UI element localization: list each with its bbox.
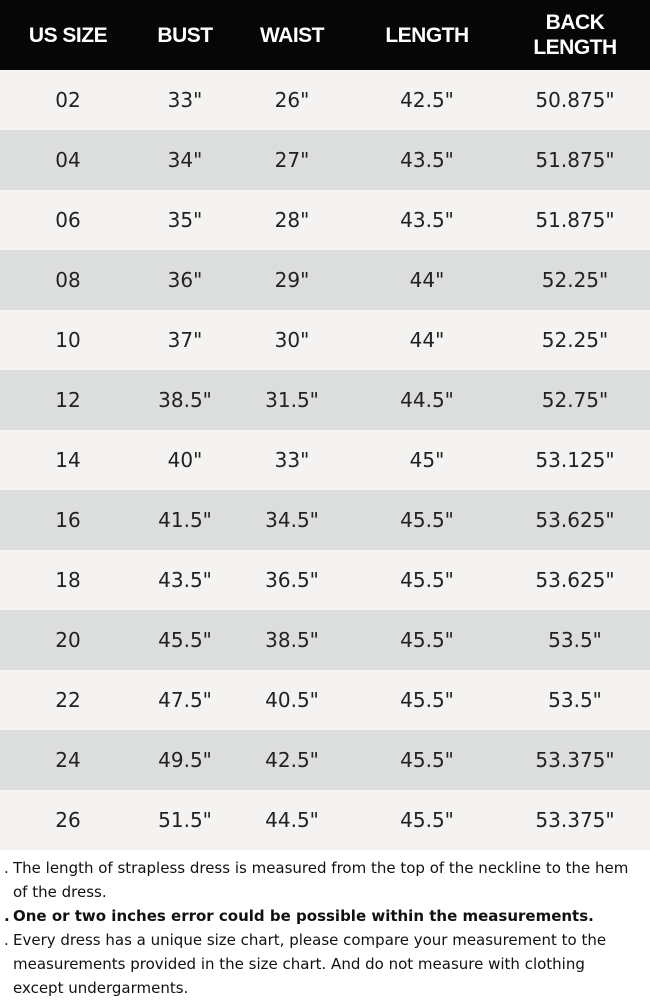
table-row: 24 49.5" 42.5" 45.5" 53.375" [0,730,650,790]
table-row: 06 35" 28" 43.5" 51.875" [0,190,650,250]
column-header: WAIST [260,23,325,47]
table-cell: 31.5" [265,388,319,412]
table-cell: 42.5" [265,748,319,772]
table-row: 08 36" 29" 44" 52.25" [0,250,650,310]
table-cell: 45.5" [400,748,454,772]
table-cell: 10 [55,328,81,352]
column-header: US SIZE [28,23,108,47]
table-cell: 53.125" [535,448,615,472]
note-item: . The length of strapless dress is measur… [4,856,640,904]
table-cell: 44.5" [265,808,319,832]
table-cell: 45.5" [400,568,454,592]
table-cell: 29" [274,268,310,292]
table-row: 02 33" 26" 42.5" 50.875" [0,70,650,130]
table-header: US SIZE BUST WAIST LENGTH BACK LENGTH [0,0,650,70]
table-cell: 28" [274,208,310,232]
table-cell: 30" [274,328,310,352]
table-cell: 12 [55,388,81,412]
table-cell: 27" [274,148,310,172]
table-cell: 45.5" [400,628,454,652]
table-row: 16 41.5" 34.5" 45.5" 53.625" [0,490,650,550]
table-cell: 51.875" [535,208,615,232]
table-cell: 52.25" [541,268,609,292]
table-row: 26 51.5" 44.5" 45.5" 53.375" [0,790,650,850]
notes: . The length of strapless dress is measur… [0,850,650,1000]
table-cell: 36" [167,268,203,292]
bullet-icon: . [4,859,9,877]
table-cell: 08 [55,268,81,292]
table-cell: 18 [55,568,81,592]
table-cell: 37" [167,328,203,352]
column-header: LENGTH [385,23,469,47]
bullet-icon: . [4,907,10,925]
table-cell: 45.5" [400,688,454,712]
table-cell: 16 [55,508,81,532]
table-cell: 24 [55,748,81,772]
note-item: . Every dress has a unique size chart, pl… [4,928,640,1000]
table-cell: 38.5" [265,628,319,652]
table-cell: 43.5" [400,208,454,232]
table-cell: 51.875" [535,148,615,172]
table-cell: 33" [274,448,310,472]
table-row: 10 37" 30" 44" 52.25" [0,310,650,370]
table-cell: 43.5" [158,568,212,592]
table-cell: 34" [167,148,203,172]
table-body: 02 33" 26" 42.5" 50.875" 04 34" 27" 43.5" 51.875"… [0,70,650,850]
table-cell: 51.5" [158,808,212,832]
table-cell: 20 [55,628,81,652]
table-cell: 45.5" [400,808,454,832]
table-row: 20 45.5" 38.5" 45.5" 53.5" [0,610,650,670]
column-header: BUST [157,23,213,47]
table-cell: 49.5" [158,748,212,772]
note-item: . One or two inches error could be possib… [4,904,640,928]
table-cell: 50.875" [535,88,615,112]
table-cell: 52.75" [541,388,609,412]
size-chart-table: US SIZE BUST WAIST LENGTH BACK LENGTH 02 33" 2… [0,0,650,850]
table-cell: 41.5" [158,508,212,532]
table-cell: 53.5" [548,628,602,652]
table-row: 14 40" 33" 45" 53.125" [0,430,650,490]
table-cell: 43.5" [400,148,454,172]
table-cell: 53.375" [535,808,615,832]
table-cell: 45" [409,448,445,472]
table-cell: 44" [409,328,445,352]
note-text: One or two inches error could be possibl… [13,907,594,925]
table-cell: 04 [55,148,81,172]
table-cell: 45.5" [400,508,454,532]
table-cell: 47.5" [158,688,212,712]
table-cell: 33" [167,88,203,112]
bullet-icon: . [4,931,9,949]
table-cell: 06 [55,208,81,232]
table-row: 18 43.5" 36.5" 45.5" 53.625" [0,550,650,610]
table-cell: 53.625" [535,508,615,532]
table-cell: 45.5" [158,628,212,652]
table-cell: 44" [409,268,445,292]
table-cell: 42.5" [400,88,454,112]
table-row: 04 34" 27" 43.5" 51.875" [0,130,650,190]
table-cell: 22 [55,688,81,712]
note-text: Every dress has a unique size chart, ple… [13,931,607,997]
table-row: 12 38.5" 31.5" 44.5" 52.75" [0,370,650,430]
table-cell: 52.25" [541,328,609,352]
table-cell: 53.375" [535,748,615,772]
table-row: 22 47.5" 40.5" 45.5" 53.5" [0,670,650,730]
table-cell: 38.5" [158,388,212,412]
table-cell: 40" [167,448,203,472]
table-cell: 35" [167,208,203,232]
table-cell: 36.5" [265,568,319,592]
column-header: BACK LENGTH [533,11,617,59]
table-cell: 40.5" [265,688,319,712]
note-text: The length of strapless dress is measure… [13,859,629,901]
table-cell: 26" [274,88,310,112]
table-cell: 02 [55,88,81,112]
table-cell: 34.5" [265,508,319,532]
table-cell: 26 [55,808,81,832]
table-cell: 44.5" [400,388,454,412]
table-cell: 14 [55,448,81,472]
table-cell: 53.625" [535,568,615,592]
table-cell: 53.5" [548,688,602,712]
